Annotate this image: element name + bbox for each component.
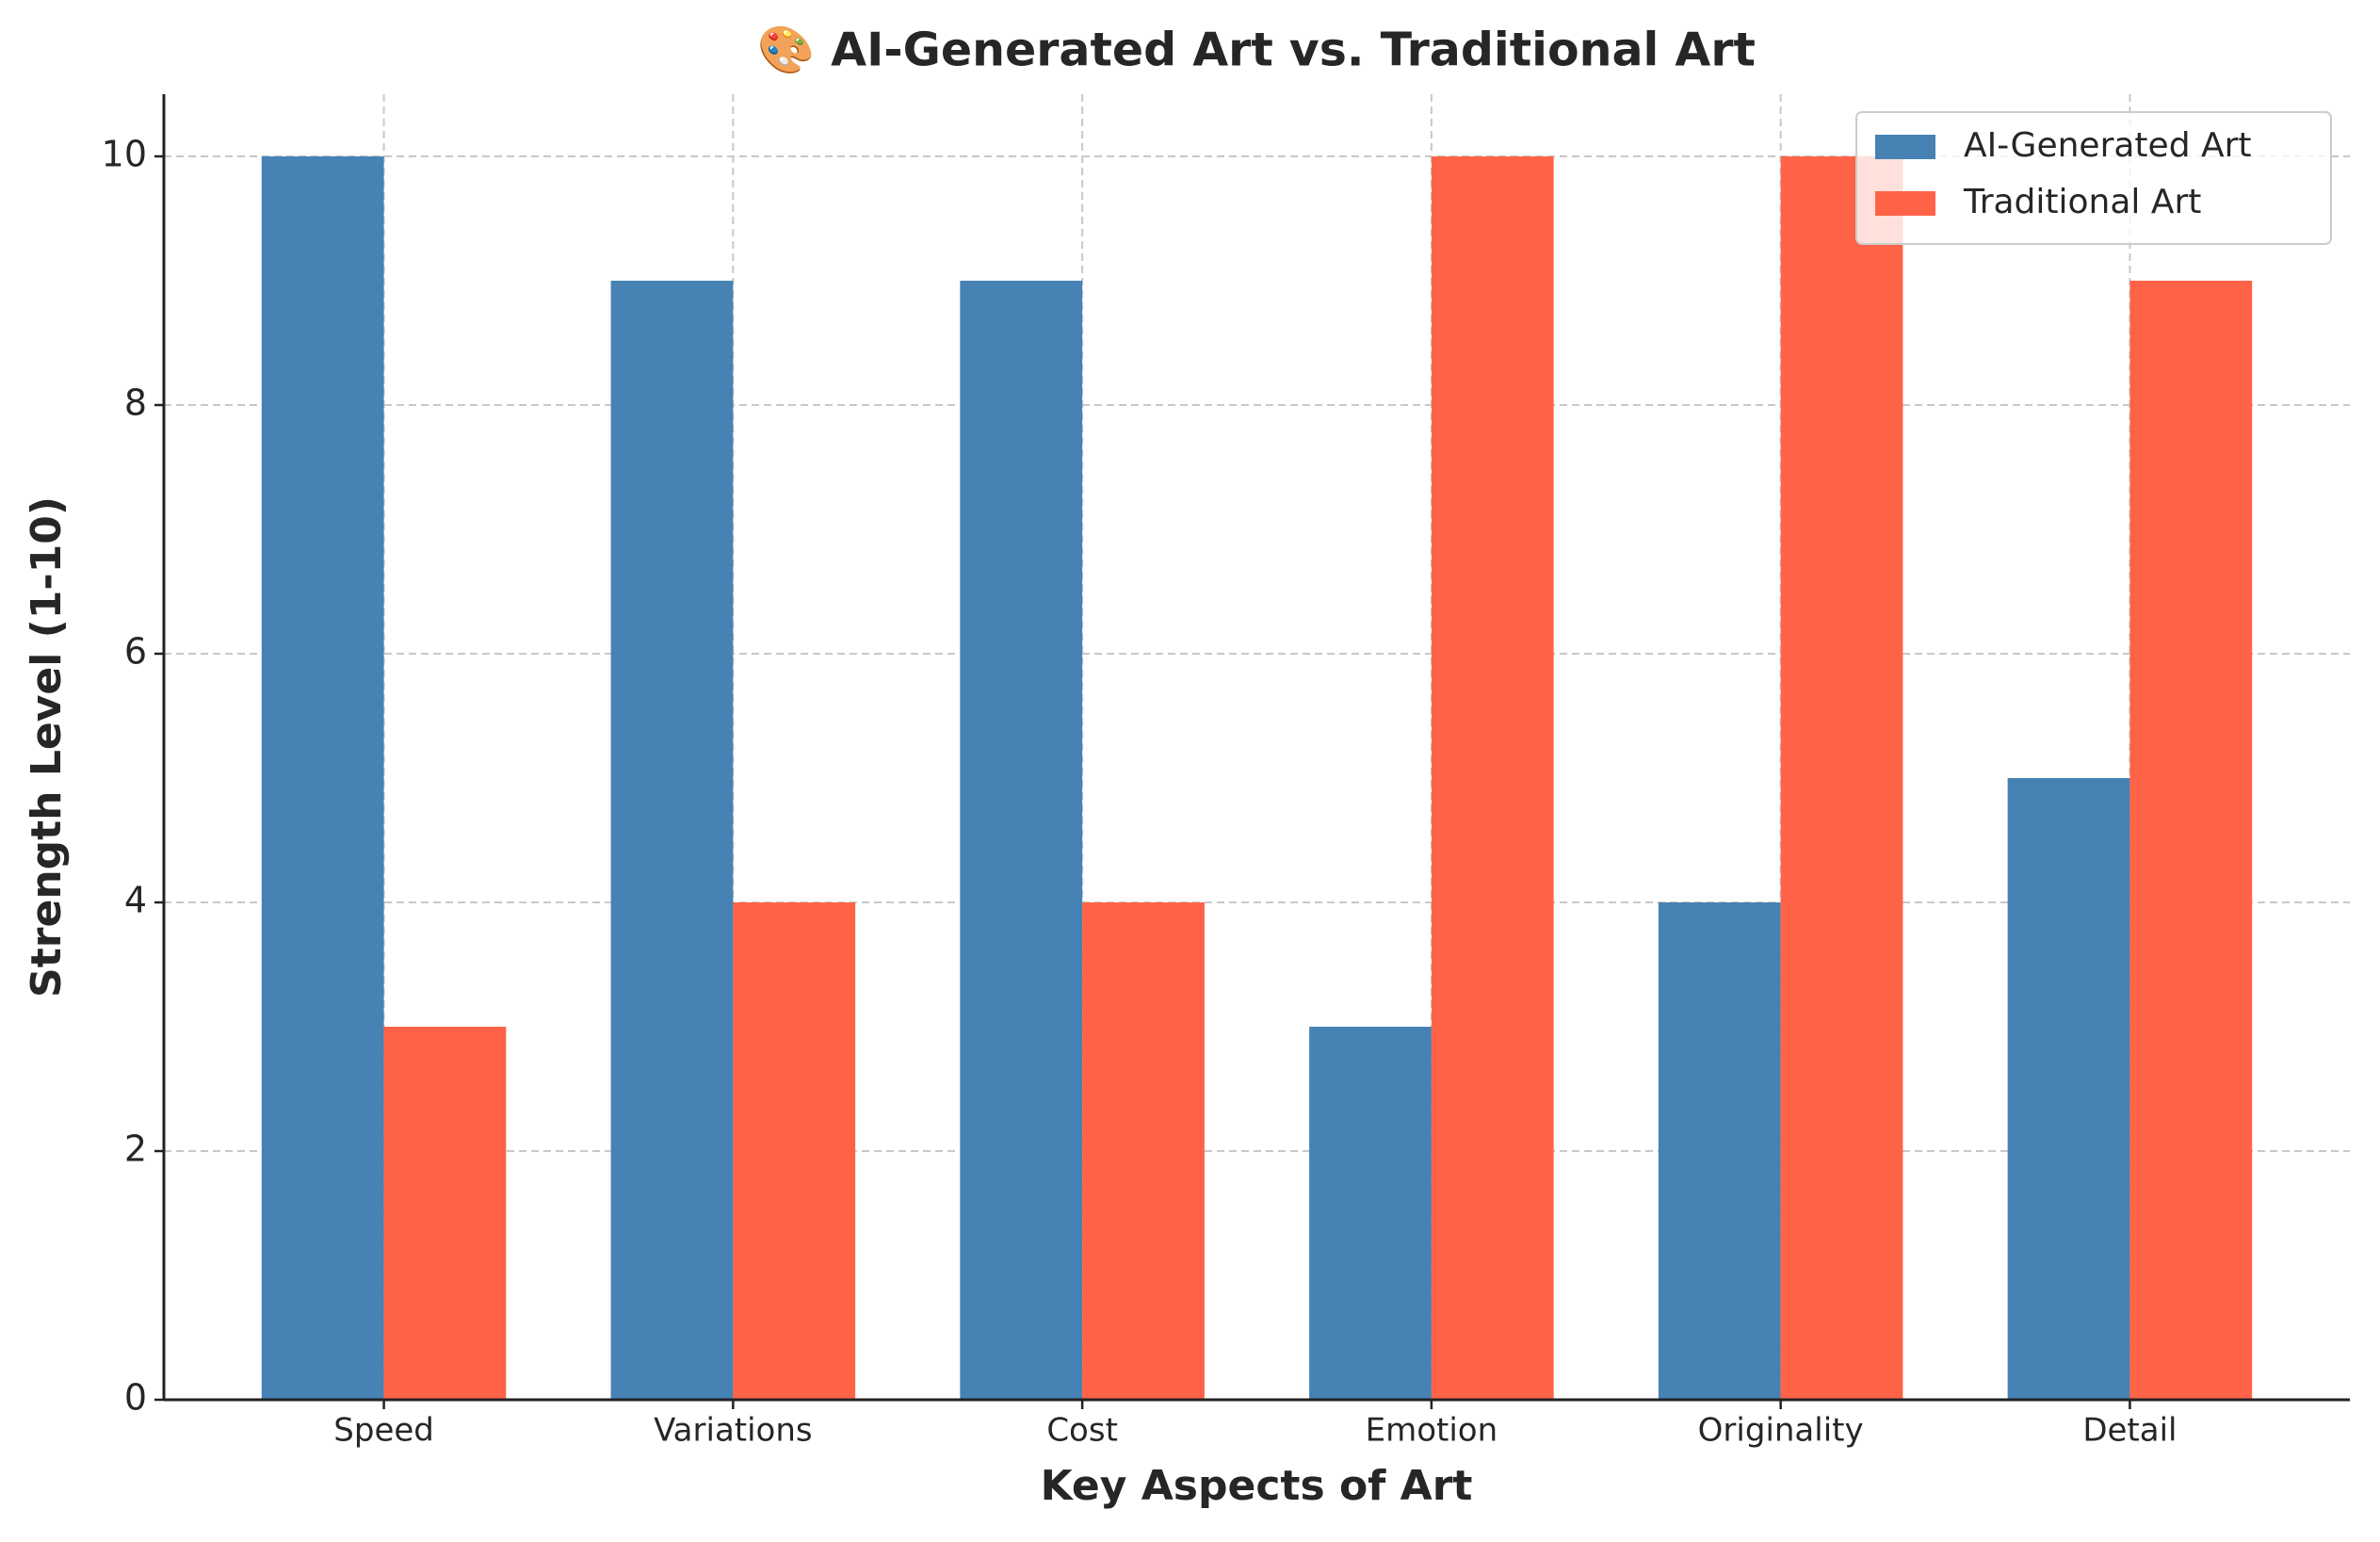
y-tick-label: 2 xyxy=(124,1128,147,1170)
x-axis-label: Key Aspects of Art xyxy=(1041,1462,1473,1510)
bar xyxy=(1309,1027,1432,1400)
y-tick-label: 6 xyxy=(124,631,147,673)
legend-box xyxy=(1855,111,2332,245)
x-tick-label: Variations xyxy=(654,1412,813,1450)
bar xyxy=(733,902,856,1400)
bar xyxy=(383,1027,507,1400)
y-tick-label: 0 xyxy=(124,1377,147,1419)
legend-swatch xyxy=(1875,135,1935,159)
y-tick-label: 8 xyxy=(124,382,147,424)
bar xyxy=(1431,156,1554,1400)
chart-title: 🎨 AI-Generated Art vs. Traditional Art xyxy=(757,23,1756,77)
bar xyxy=(1658,902,1781,1400)
y-axis-label: Strength Level (1-10) xyxy=(23,496,71,998)
bar xyxy=(261,156,384,1400)
bar xyxy=(2129,281,2253,1400)
legend-label: Traditional Art xyxy=(1963,183,2201,221)
legend-swatch xyxy=(1875,191,1935,216)
y-tick-label: 10 xyxy=(102,134,147,175)
bar xyxy=(2007,778,2130,1400)
bar xyxy=(1780,156,1903,1400)
bar xyxy=(610,281,734,1400)
legend-label: AI-Generated Art xyxy=(1964,126,2252,165)
y-tick-label: 4 xyxy=(124,880,147,921)
x-tick-label: Cost xyxy=(1046,1412,1118,1450)
bar xyxy=(1082,902,1205,1400)
bars xyxy=(261,156,2253,1400)
x-tick-label: Detail xyxy=(2082,1412,2177,1450)
x-tick-label: Originality xyxy=(1698,1412,1864,1450)
bar xyxy=(960,281,1083,1400)
x-tick-label: Emotion xyxy=(1366,1412,1498,1450)
x-tick-label: Speed xyxy=(333,1412,434,1450)
